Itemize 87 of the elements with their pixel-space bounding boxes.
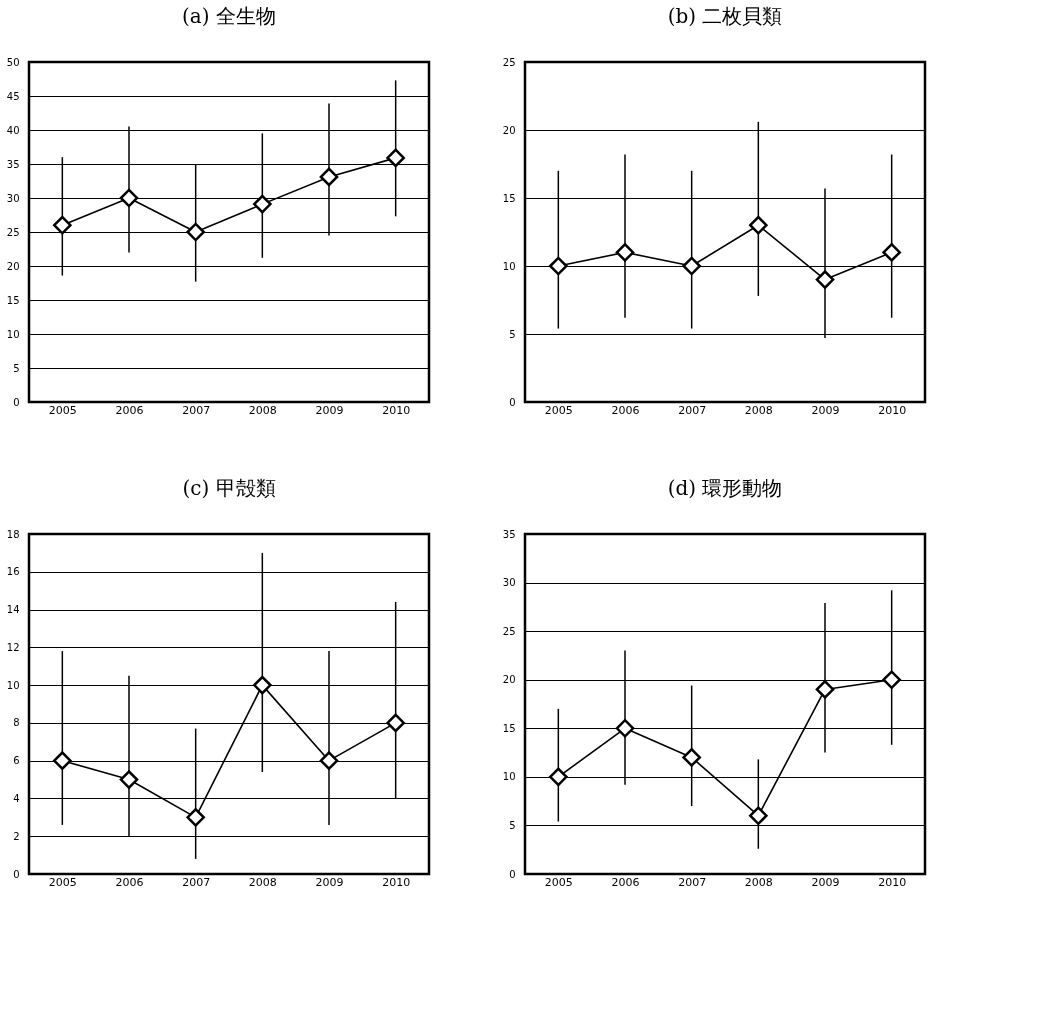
y-tick-label: 0 <box>509 396 516 408</box>
point <box>119 770 139 789</box>
y-tick-label: 30 <box>502 577 516 589</box>
chart-title: (c) 甲殻類 <box>182 476 276 500</box>
point <box>386 148 405 168</box>
point <box>682 256 701 276</box>
point <box>815 680 835 699</box>
y-tick-label: 2 <box>13 830 20 842</box>
x-tick-label: 2008 <box>744 875 773 889</box>
point <box>549 256 568 276</box>
x-tick-label: 2006 <box>611 875 640 889</box>
x-tick-label: 2006 <box>115 403 144 417</box>
x-tick-label: 2010 <box>878 875 907 889</box>
x-tick-label: 2008 <box>248 875 277 889</box>
chart-title: (b) 二枚貝類 <box>667 4 783 28</box>
x-tick-label: 2005 <box>544 403 573 417</box>
y-tick-label: 5 <box>13 362 20 374</box>
y-tick-label: 6 <box>13 755 20 767</box>
y-tick-label: 20 <box>502 124 516 136</box>
point <box>882 670 901 690</box>
y-tick-label: 40 <box>6 124 20 136</box>
point <box>53 215 72 235</box>
x-tick-label: 2007 <box>678 403 707 417</box>
x-tick-label: 2006 <box>115 875 144 889</box>
chart-title: (a) 全生物 <box>182 4 276 28</box>
y-tick-label: 0 <box>13 396 20 408</box>
y-tick-label: 30 <box>6 192 20 204</box>
x-tick-label: 2005 <box>48 403 77 417</box>
x-tick-label: 2010 <box>878 403 907 417</box>
x-tick-label: 2008 <box>248 403 277 417</box>
y-tick-label: 15 <box>6 294 20 306</box>
x-tick-label: 2005 <box>48 875 77 889</box>
y-tick-label: 18 <box>6 528 20 540</box>
y-tick-label: 20 <box>502 674 516 686</box>
x-tick-label: 2009 <box>811 875 840 889</box>
y-tick-label: 25 <box>502 56 516 68</box>
x-tick-label: 2007 <box>678 875 707 889</box>
point <box>319 751 339 770</box>
y-tick-label: 15 <box>502 722 516 734</box>
y-tick-label: 45 <box>6 90 20 102</box>
x-tick-label: 2005 <box>544 875 573 889</box>
x-tick-label: 2010 <box>382 875 411 889</box>
y-tick-label: 12 <box>6 641 20 653</box>
y-tick-label: 35 <box>502 528 516 540</box>
y-tick-label: 35 <box>6 158 20 170</box>
y-tick-label: 16 <box>6 566 20 578</box>
x-tick-label: 2009 <box>315 403 344 417</box>
y-tick-label: 50 <box>6 56 20 68</box>
point <box>615 718 635 738</box>
x-tick-label: 2006 <box>611 403 640 417</box>
chart-title: (d) 環形動物 <box>667 476 783 500</box>
y-tick-label: 4 <box>13 792 20 804</box>
x-tick-label: 2010 <box>382 403 411 417</box>
point <box>815 270 835 289</box>
point <box>549 767 568 787</box>
point <box>253 675 272 695</box>
y-tick-label: 25 <box>502 625 516 637</box>
point <box>749 806 768 826</box>
y-tick-label: 14 <box>6 604 20 616</box>
y-tick-label: 5 <box>509 819 516 831</box>
y-tick-label: 10 <box>502 260 516 272</box>
y-tick-label: 15 <box>502 192 516 204</box>
point <box>386 713 405 733</box>
y-tick-label: 5 <box>509 328 516 340</box>
x-tick-label: 2009 <box>811 403 840 417</box>
point <box>319 167 339 187</box>
y-tick-label: 10 <box>502 771 516 783</box>
point <box>186 808 205 827</box>
x-tick-label: 2007 <box>182 875 211 889</box>
point <box>882 243 901 262</box>
point <box>749 215 768 235</box>
point <box>615 243 635 262</box>
y-tick-label: 25 <box>6 226 20 238</box>
y-tick-label: 8 <box>13 717 20 729</box>
y-tick-label: 0 <box>13 868 20 880</box>
point <box>682 748 701 767</box>
y-tick-label: 10 <box>6 328 20 340</box>
y-tick-label: 0 <box>509 868 516 880</box>
y-tick-label: 10 <box>6 679 20 691</box>
point <box>186 222 205 242</box>
point <box>253 194 272 214</box>
point <box>53 751 72 770</box>
x-tick-label: 2009 <box>315 875 344 889</box>
point <box>119 188 139 208</box>
x-tick-label: 2007 <box>182 403 211 417</box>
x-tick-label: 2008 <box>744 403 773 417</box>
y-tick-label: 20 <box>6 260 20 272</box>
